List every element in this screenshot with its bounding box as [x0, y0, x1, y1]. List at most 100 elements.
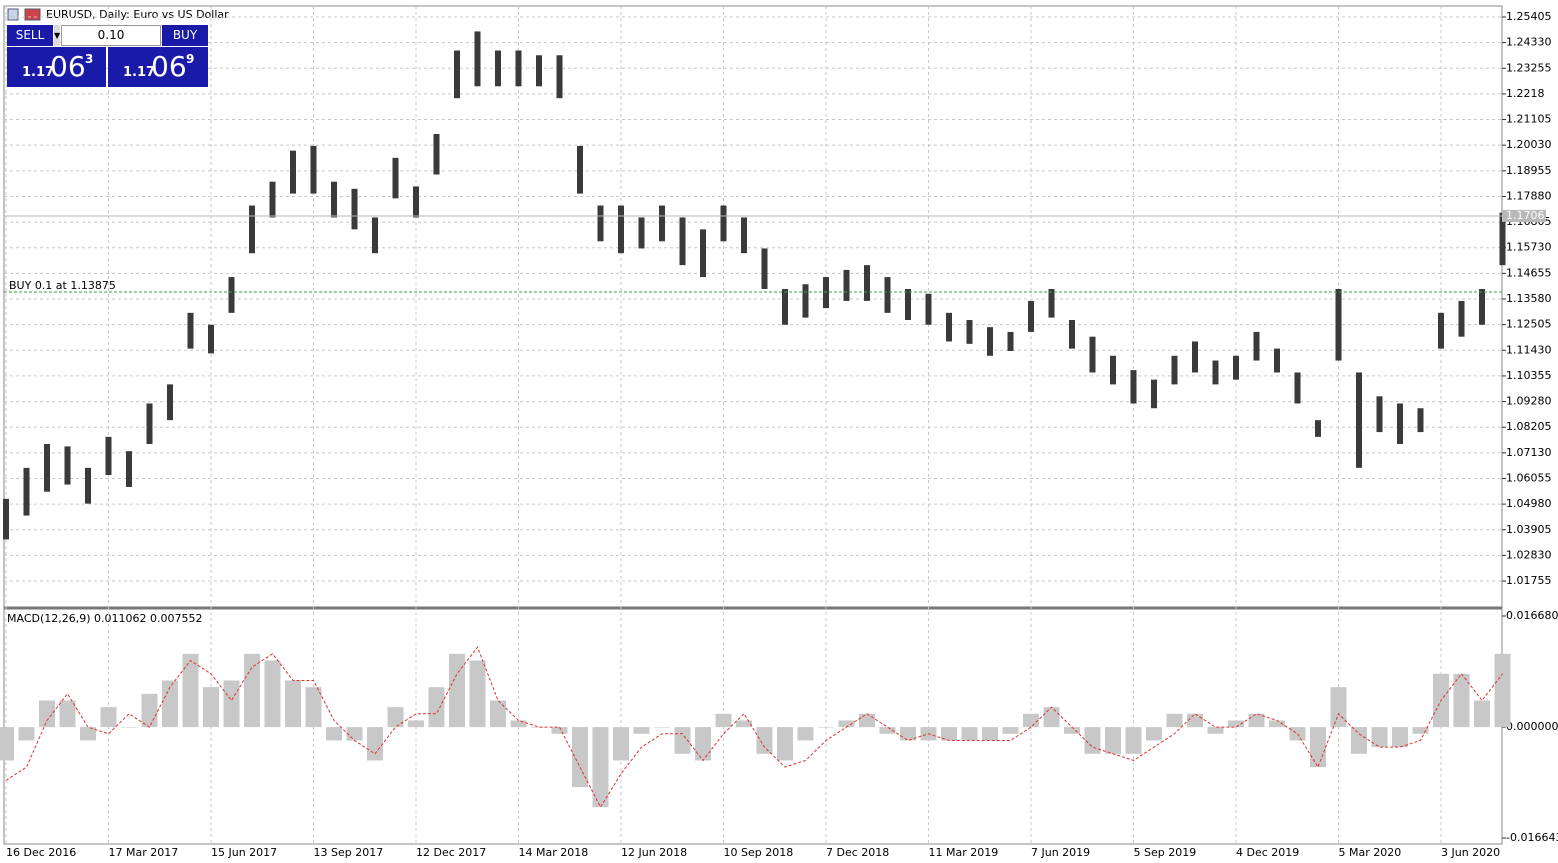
- macd-bar: [1043, 707, 1060, 728]
- price-bar: [249, 205, 255, 254]
- price-bar: [1274, 348, 1280, 373]
- y-tick-label: 1.13580: [1506, 292, 1552, 305]
- macd-bar: [1310, 727, 1326, 768]
- price-bar: [679, 217, 686, 266]
- macd-bar: [449, 653, 465, 728]
- price-bar: [351, 188, 358, 230]
- y-tick-label: 1.21105: [1506, 113, 1552, 126]
- x-tick-label: 4 Dec 2019: [1236, 846, 1299, 859]
- macd-bar: [1228, 720, 1244, 728]
- macd-bar: [387, 707, 404, 728]
- y-tick-label: 1.17880: [1506, 189, 1552, 202]
- y-tick-label: -0.016643: [1506, 831, 1558, 844]
- price-bar: [1007, 331, 1014, 352]
- price-bar: [1069, 319, 1075, 349]
- macd-bar: [1187, 713, 1203, 728]
- price-bar: [1397, 403, 1403, 445]
- macd-bar: [1248, 713, 1265, 728]
- macd-bar: [613, 727, 629, 761]
- macd-bar: [1125, 727, 1142, 754]
- macd-bar: [879, 727, 896, 734]
- macd-bar: [1474, 700, 1490, 728]
- y-tick-label: 1.23255: [1506, 61, 1552, 74]
- macd-bar: [777, 727, 793, 761]
- macd-bar: [572, 727, 588, 788]
- y-tick-label: 0.016680: [1506, 609, 1558, 622]
- buy-price[interactable]: 1.17 06 9: [108, 47, 208, 87]
- x-tick-label: 16 Dec 2016: [6, 846, 76, 859]
- y-tick-label: 1.01755: [1506, 574, 1552, 587]
- macd-bar: [469, 660, 486, 728]
- macd-bar: [736, 720, 752, 728]
- macd-bar: [244, 653, 260, 728]
- macd-bar: [121, 727, 137, 728]
- macd-bar: [18, 727, 35, 741]
- price-bar: [966, 319, 973, 344]
- macd-bar: [510, 720, 527, 728]
- x-tick-label: 14 Mar 2018: [519, 846, 589, 859]
- y-tick-label: 1.02830: [1506, 548, 1552, 561]
- y-tick-label: 0.000000: [1506, 720, 1558, 733]
- price-bar: [1499, 212, 1506, 266]
- macd-bar: [715, 713, 732, 728]
- price-bar: [495, 50, 501, 87]
- price-bar: [372, 217, 378, 254]
- price-bar: [23, 467, 30, 516]
- macd-bar: [654, 727, 670, 728]
- price-bar: [1438, 312, 1444, 349]
- price-bar: [700, 229, 706, 278]
- symbol-icon: [24, 8, 41, 21]
- x-tick-label: 5 Sep 2019: [1134, 846, 1197, 859]
- macd-bar: [900, 727, 916, 741]
- macd-bar: [264, 660, 281, 728]
- price-bar: [474, 31, 481, 87]
- y-tick-label: 1.15730: [1506, 241, 1552, 254]
- macd-bar: [1064, 727, 1080, 734]
- y-tick-label: 1.20030: [1506, 138, 1552, 151]
- macd-bar: [100, 707, 117, 728]
- macd-bar: [305, 687, 322, 728]
- price-bar: [310, 145, 317, 194]
- sell-price[interactable]: 1.17 06 3: [7, 47, 106, 87]
- x-tick-label: 5 Mar 2020: [1339, 846, 1402, 859]
- price-bar: [1417, 408, 1424, 433]
- macd-bar: [223, 680, 240, 728]
- y-tick-label: 1.18955: [1506, 164, 1552, 177]
- y-tick-label: 1.24330: [1506, 36, 1552, 49]
- lot-input[interactable]: 0.10: [61, 25, 161, 46]
- price-bar: [720, 205, 727, 242]
- price-bar: [290, 150, 296, 194]
- signal-line: [5, 646, 1503, 809]
- price-bar: [802, 284, 809, 318]
- macd-bar: [203, 687, 219, 728]
- trade-panel: SELL ▼ 0.10 BUY 1.17 06 3 1.17 06 9: [7, 25, 208, 87]
- macd-bar: [1351, 727, 1367, 754]
- price-bar: [187, 312, 194, 349]
- sell-button[interactable]: SELL: [7, 25, 53, 46]
- macd-bar: [1494, 653, 1511, 728]
- macd-bar: [551, 727, 568, 734]
- price-bar: [269, 181, 276, 218]
- buy-button[interactable]: BUY: [162, 25, 208, 46]
- price-bar: [638, 217, 645, 249]
- macd-bar: [1392, 727, 1408, 748]
- price-bar: [925, 293, 932, 325]
- price-bar: [413, 186, 419, 218]
- price-bar: [1151, 379, 1157, 409]
- y-tick-label: 1.07130: [1506, 446, 1552, 459]
- price-bar: [228, 277, 235, 313]
- price-bar: [1171, 355, 1178, 385]
- y-tick-label: 1.2218: [1506, 87, 1545, 100]
- macd-bar: [1207, 727, 1224, 734]
- macd-bar: [982, 727, 998, 741]
- price-bar: [597, 205, 604, 242]
- macd-bar: [1084, 727, 1101, 754]
- x-tick-label: 13 Sep 2017: [314, 846, 384, 859]
- price-big: 06: [151, 50, 187, 83]
- price-bar: [1335, 288, 1342, 361]
- lot-down[interactable]: ▼: [54, 25, 60, 46]
- macd-bar: [818, 727, 834, 728]
- macd-bar: [346, 727, 363, 741]
- macd-bar: [367, 727, 383, 761]
- macd-bar: [428, 687, 445, 728]
